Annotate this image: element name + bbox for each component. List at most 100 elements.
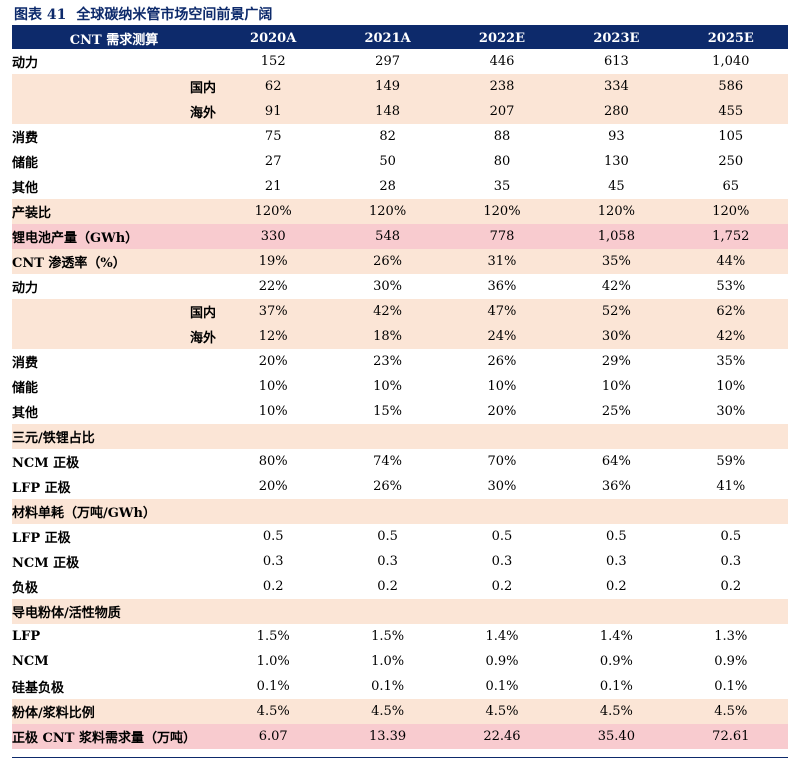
table-row: 动力 152 297 446 613 1,040 bbox=[12, 49, 788, 74]
table-bottom-rule bbox=[12, 757, 788, 758]
value-cell: 42% bbox=[559, 274, 674, 299]
value-cell: 62% bbox=[673, 299, 788, 324]
value-cell: 75 bbox=[216, 124, 331, 149]
value-cell: 72.61 bbox=[673, 724, 788, 749]
value-cell: 0.1% bbox=[216, 674, 331, 699]
value-cell: 59% bbox=[673, 449, 788, 474]
value-cell: 10% bbox=[216, 374, 331, 399]
value-cell bbox=[444, 599, 560, 624]
value-cell: 30% bbox=[330, 274, 445, 299]
row-label: CNT 渗透率（%） bbox=[12, 249, 216, 274]
table-row: 储能 10% 10% 10% 10% 10% bbox=[12, 374, 788, 399]
header-cell: 2021A bbox=[330, 27, 445, 49]
value-cell bbox=[673, 499, 788, 524]
value-cell: 10% bbox=[330, 374, 445, 399]
value-cell: 586 bbox=[673, 74, 788, 99]
row-label: 国内 bbox=[12, 299, 216, 324]
value-cell: 20% bbox=[216, 349, 331, 374]
value-cell: 120% bbox=[216, 199, 331, 224]
table-row: 锂电池产量（GWh） 330 548 778 1,058 1,752 bbox=[12, 224, 788, 249]
row-label: 粉体/浆料比例 bbox=[12, 699, 216, 724]
value-cell: 10% bbox=[444, 374, 560, 399]
value-cell: 64% bbox=[559, 449, 674, 474]
table-row: LFP 1.5% 1.5% 1.4% 1.4% 1.3% bbox=[12, 624, 788, 649]
row-label: 其他 bbox=[12, 399, 216, 424]
value-cell: 35% bbox=[559, 249, 674, 274]
value-cell: 238 bbox=[444, 74, 560, 99]
value-cell: 130 bbox=[559, 149, 674, 174]
value-cell: 1,040 bbox=[673, 49, 788, 74]
value-cell: 91 bbox=[216, 99, 331, 124]
value-cell: 88 bbox=[444, 124, 560, 149]
value-cell: 80 bbox=[444, 149, 560, 174]
row-label: LFP bbox=[12, 624, 216, 649]
value-cell: 4.5% bbox=[330, 699, 445, 724]
value-cell: 455 bbox=[673, 99, 788, 124]
value-cell bbox=[559, 424, 674, 449]
row-label: 国内 bbox=[12, 74, 216, 99]
table-row: 正极 CNT 浆料需求量（万吨） 6.07 13.39 22.46 35.40 72.61 bbox=[12, 724, 788, 749]
value-cell: 4.5% bbox=[673, 699, 788, 724]
value-cell: 0.2 bbox=[559, 574, 674, 599]
value-cell: 250 bbox=[673, 149, 788, 174]
row-label: 海外 bbox=[12, 99, 216, 124]
value-cell bbox=[216, 424, 331, 449]
value-cell: 26% bbox=[330, 474, 445, 499]
row-label: LFP 正极 bbox=[12, 474, 216, 499]
cnt-demand-table: CNT 需求测算 2020A 2021A 2022E 2023E 2025E 动… bbox=[12, 27, 788, 749]
value-cell: 53% bbox=[673, 274, 788, 299]
value-cell: 207 bbox=[444, 99, 560, 124]
value-cell: 297 bbox=[330, 49, 445, 74]
value-cell: 120% bbox=[559, 199, 674, 224]
value-cell: 19% bbox=[216, 249, 331, 274]
value-cell: 0.2 bbox=[330, 574, 445, 599]
value-cell bbox=[559, 599, 674, 624]
value-cell: 0.3 bbox=[673, 549, 788, 574]
row-label: 动力 bbox=[12, 274, 216, 299]
value-cell: 148 bbox=[330, 99, 445, 124]
value-cell: 0.5 bbox=[673, 524, 788, 549]
value-cell: 0.1% bbox=[559, 674, 674, 699]
value-cell: 0.9% bbox=[559, 649, 674, 674]
value-cell: 1.3% bbox=[673, 624, 788, 649]
value-cell: 0.3 bbox=[559, 549, 674, 574]
value-cell: 23% bbox=[330, 349, 445, 374]
value-cell: 0.3 bbox=[216, 549, 331, 574]
value-cell: 47% bbox=[444, 299, 560, 324]
value-cell: 62 bbox=[216, 74, 331, 99]
row-label: 材料单耗（万吨/GWh） bbox=[12, 499, 216, 524]
row-label: 储能 bbox=[12, 149, 216, 174]
table-row: 动力 22% 30% 36% 42% 53% bbox=[12, 274, 788, 299]
row-label: LFP 正极 bbox=[12, 524, 216, 549]
value-cell bbox=[444, 424, 560, 449]
row-label: 硅基负极 bbox=[12, 674, 216, 699]
table-row: LFP 正极 0.5 0.5 0.5 0.5 0.5 bbox=[12, 524, 788, 549]
value-cell: 30% bbox=[559, 324, 674, 349]
value-cell: 26% bbox=[330, 249, 445, 274]
value-cell: 30% bbox=[444, 474, 560, 499]
value-cell: 35 bbox=[444, 174, 560, 199]
value-cell: 120% bbox=[444, 199, 560, 224]
row-label: 负极 bbox=[12, 574, 216, 599]
row-label: 导电粉体/活性物质 bbox=[12, 599, 216, 624]
row-label: 正极 CNT 浆料需求量（万吨） bbox=[12, 724, 216, 749]
row-label: 其他 bbox=[12, 174, 216, 199]
value-cell: 52% bbox=[559, 299, 674, 324]
value-cell: 13.39 bbox=[330, 724, 445, 749]
row-label: 锂电池产量（GWh） bbox=[12, 224, 216, 249]
table-row: 消费 20% 23% 26% 29% 35% bbox=[12, 349, 788, 374]
row-label: 消费 bbox=[12, 349, 216, 374]
value-cell: 22.46 bbox=[444, 724, 560, 749]
value-cell: 80% bbox=[216, 449, 331, 474]
table-row: 其他 21 28 35 45 65 bbox=[12, 174, 788, 199]
value-cell: 0.2 bbox=[673, 574, 788, 599]
row-label: 三元/铁锂占比 bbox=[12, 424, 216, 449]
value-cell: 18% bbox=[330, 324, 445, 349]
value-cell: 613 bbox=[559, 49, 674, 74]
row-label: 产装比 bbox=[12, 199, 216, 224]
table-row: 海外 12% 18% 24% 30% 42% bbox=[12, 324, 788, 349]
table-row: 消费 75 82 88 93 105 bbox=[12, 124, 788, 149]
value-cell: 120% bbox=[673, 199, 788, 224]
value-cell: 0.2 bbox=[444, 574, 560, 599]
value-cell: 41% bbox=[673, 474, 788, 499]
